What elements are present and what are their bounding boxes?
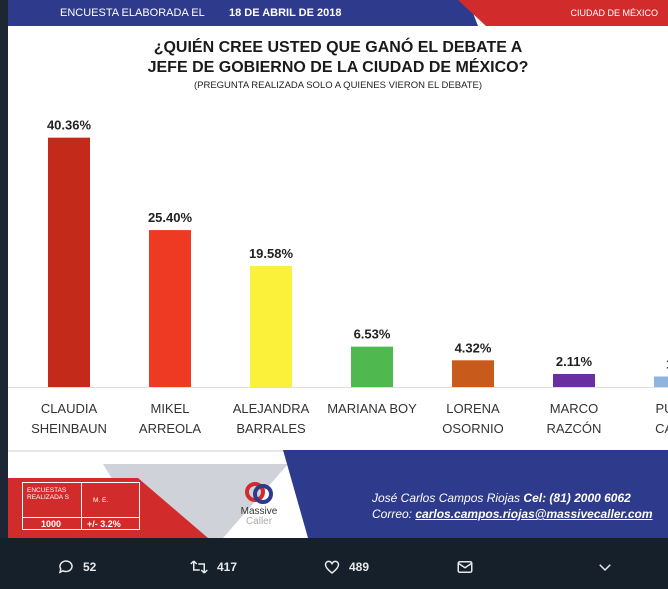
stats-divider-horizontal [23, 517, 139, 518]
header-band [8, 0, 668, 26]
contact-cel: (81) 2000 6062 [549, 491, 631, 505]
contact-mail-label: Correo: [372, 507, 413, 521]
retweet-icon [190, 560, 208, 574]
tweet-action-bar: 52 417 489 [0, 538, 668, 589]
reply-count: 52 [83, 560, 97, 574]
massive-caller-logo: Massive Caller [234, 480, 284, 527]
logo-name: Massive [240, 506, 278, 517]
data-label-5: 2.11% [556, 354, 593, 369]
category-label-6-0: PURIF [656, 401, 668, 416]
category-label-2-0: ALEJANDRA [233, 401, 310, 416]
category-label-5-1: RAZCÓN [547, 421, 602, 436]
chart-title-line-1: ¿QUIÉN CREE USTED QUE GANÓ EL DEBATE A [153, 39, 523, 56]
logo-icon [245, 482, 273, 504]
data-label-1: 25.40% [148, 210, 193, 225]
logo-subtitle: Caller [245, 516, 273, 527]
data-label-6: 1.7 [666, 356, 668, 371]
header-red-block [458, 0, 668, 26]
bar-chart: 40.36% CLAUDIA SHEINBAUN 25.40% MIKEL ARREOLA… [8, 118, 668, 436]
reply-icon [58, 560, 73, 574]
contact-name: José Carlos Campos Riojas [372, 491, 521, 505]
category-label-2-1: BARRALES [236, 421, 306, 436]
header-survey-label: ENCUESTA ELABORADA EL [60, 7, 205, 19]
header-date: 18 DE ABRIL DE 2018 [229, 7, 342, 19]
stats-table: ENCUESTAS REALIZADA S M. E. 1000 +/- 3.2… [22, 482, 140, 530]
header-navy-block [8, 0, 478, 26]
reply-button[interactable]: 52 [57, 558, 96, 576]
contact-phone-line: José Carlos Campos Riojas Cel: (81) 2000… [372, 491, 631, 505]
category-label-1-0: MIKEL [150, 401, 189, 416]
heart-icon [324, 560, 340, 574]
category-label-0-1: SHEINBAUN [31, 421, 107, 436]
data-label-3: 6.53% [354, 327, 391, 342]
stats-value-margin: +/- 3.2% [87, 519, 121, 529]
like-count: 489 [349, 560, 370, 574]
data-label-0: 40.36% [47, 118, 92, 133]
contact-mail-line: Correo: carlos.campos.riojas@massivecall… [372, 507, 653, 521]
category-label-0-0: CLAUDIA [41, 401, 98, 416]
stats-divider-vertical [81, 483, 82, 529]
stats-label-margin: M. E. [93, 497, 109, 504]
envelope-icon [457, 561, 473, 573]
category-label-1-1: ARREOLA [139, 421, 201, 436]
bar-5 [553, 373, 595, 387]
category-label-5-0: MARCO [550, 401, 598, 416]
chart-title-line-2: JEFE DE GOBIERNO DE LA CIUDAD DE MÉXICO? [147, 59, 529, 76]
bar-4 [452, 360, 494, 387]
retweet-button[interactable]: 417 [189, 558, 237, 576]
bar-1 [149, 230, 191, 387]
retweet-count: 417 [217, 560, 238, 574]
footer-navy-block [283, 450, 668, 538]
footer-red-block [8, 478, 208, 538]
more-options-button[interactable] [596, 558, 622, 576]
footer-band [8, 450, 668, 538]
bar-3 [351, 346, 393, 387]
bar-6 [654, 376, 668, 387]
stats-label-surveys: ENCUESTAS REALIZADA S [27, 487, 69, 501]
chart-title: ¿QUIÉN CREE USTED QUE GANÓ EL DEBATE A J… [8, 38, 668, 78]
bar-0 [48, 137, 90, 387]
data-label-4: 4.32% [455, 340, 492, 355]
contact-cel-label: Cel: [523, 491, 547, 505]
category-label-6-1: CARPI [655, 421, 668, 436]
data-label-2: 19.58% [249, 246, 294, 261]
like-button[interactable]: 489 [323, 558, 369, 576]
category-label-4-0: LORENA [446, 401, 500, 416]
chart-subtitle: (PREGUNTA REALIZADA SOLO A QUIENES VIERO… [193, 80, 483, 91]
chevron-down-icon [599, 564, 611, 572]
tweet-media-frame: ENCUESTA ELABORADA EL 18 DE ABRIL DE 201… [8, 0, 668, 538]
stats-value-surveys: 1000 [41, 519, 62, 529]
header-city: CIUDAD DE MÉXICO [570, 8, 658, 18]
category-label-3-0: MARIANA BOY [327, 401, 417, 416]
direct-message-button[interactable] [456, 558, 482, 576]
poll-poster[interactable]: ENCUESTA ELABORADA EL 18 DE ABRIL DE 201… [8, 0, 668, 538]
contact-mail[interactable]: carlos.campos.riojas@massivecaller.com [415, 507, 653, 521]
bar-2 [250, 266, 292, 387]
category-label-4-1: OSORNIO [442, 421, 503, 436]
